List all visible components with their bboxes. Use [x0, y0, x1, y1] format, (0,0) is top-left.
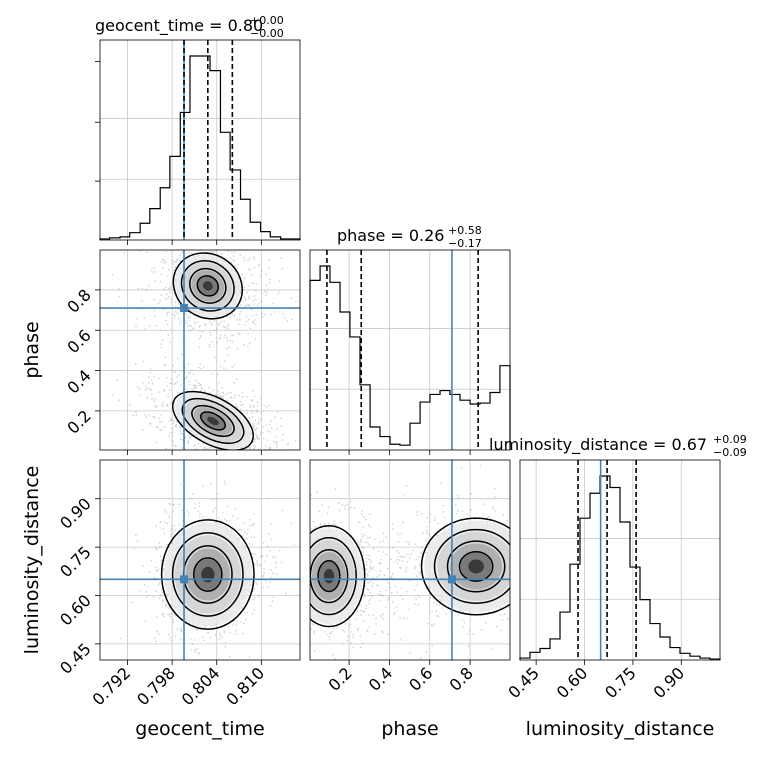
phase-vs-geocent-lower-density [172, 390, 255, 450]
ylabel-phase: phase [21, 321, 43, 378]
distance-vs-geocent-contour-1 [171, 532, 244, 617]
distance-vs-phase-left-contour-3 [317, 560, 341, 593]
distance-vs-phase-left-level-4 [323, 568, 335, 584]
distance-vs-phase-right-contour-3 [458, 550, 494, 582]
phase-vs-geocent-upper-contour-0 [172, 252, 243, 320]
hist-luminosity-distance-xtick-label-3: 0.90 [649, 663, 688, 702]
distance-vs-phase-xtick-label-0: 0.2 [325, 663, 356, 694]
panel-distance-vs-phase: 0.2 0.4 0.6 0.8 [309, 459, 511, 695]
distance-vs-geocent-xtick-label-3: 0.810 [222, 663, 268, 709]
phase-vs-geocent-truth [100, 250, 300, 450]
distance-vs-geocent-level-4 [201, 566, 215, 583]
phase-vs-geocent-upper-level-4 [202, 281, 213, 291]
distance-vs-geocent-truth [100, 460, 300, 660]
phase-vs-geocent-frame [99, 249, 301, 451]
distance-vs-geocent-contour-0 [160, 519, 255, 630]
xlabel-phase: phase [381, 718, 438, 740]
title-geocent-time-main: geocent_time = 0.80 [95, 16, 263, 36]
hist-phase-frame [309, 249, 511, 451]
distance-vs-geocent-ytick-label-2: 0.75 [56, 542, 95, 581]
panel-hist-luminosity-distance: 0.45 0.60 0.75 0.90 [504, 459, 721, 702]
phase-vs-geocent-ytick-label-2: 0.6 [63, 326, 94, 357]
distance-vs-phase-xtick-label-3: 0.8 [445, 663, 476, 694]
phase-vs-geocent-ytick-label-0: 0.2 [63, 406, 94, 437]
title-luminosity-distance-main: luminosity_distance = 0.67 [489, 435, 707, 455]
distance-vs-phase-right-contour-2 [446, 540, 506, 593]
distance-vs-geocent-ytick-label-1: 0.60 [56, 591, 95, 630]
distance-vs-phase-xtick-label-2: 0.6 [405, 663, 436, 694]
xlabel-geocent-time: geocent_time [135, 718, 264, 740]
ylabel-luminosity-distance: luminosity_distance [21, 466, 43, 655]
distance-vs-geocent-frame [99, 459, 301, 661]
panel-hist-phase [309, 249, 511, 455]
distance-vs-geocent-xtick-label-1: 0.798 [133, 663, 179, 709]
xlabel-luminosity-distance: luminosity_distance [526, 718, 715, 740]
distance-vs-geocent-truth-marker [180, 575, 189, 584]
distance-vs-geocent-samples [119, 480, 296, 658]
distance-vs-phase-right-contour-1 [433, 528, 510, 604]
phase-vs-geocent-ytick-label-1: 0.4 [63, 366, 94, 397]
distance-vs-geocent-density [160, 519, 255, 630]
phase-vs-geocent-lower-contour-0 [172, 390, 255, 450]
title-phase: phase = 0.26 +0.58 −0.17 [337, 224, 482, 250]
title-geocent-time-sup: +0.00 [250, 14, 284, 27]
distance-vs-phase-left-contour-0 [310, 524, 366, 628]
phase-vs-geocent-truth-marker [180, 304, 189, 313]
phase-vs-geocent-ytick-label-3: 0.8 [63, 285, 94, 316]
distance-vs-geocent-xtick-label-2: 0.804 [178, 663, 224, 709]
distance-vs-geocent-ytick-label-0: 0.45 [56, 639, 95, 678]
distance-vs-geocent-contour-3 [192, 557, 223, 592]
phase-vs-geocent-upper-density [172, 252, 243, 320]
hist-geocent-time-frame [99, 39, 301, 241]
distance-vs-geocent-points [119, 480, 296, 658]
distance-vs-phase-truth [310, 460, 510, 660]
phase-vs-geocent-lower-contour-3 [199, 411, 227, 431]
hist-phase-step [309, 265, 511, 450]
title-luminosity-distance-sub: −0.09 [713, 446, 747, 459]
title-phase-main: phase = 0.26 [337, 226, 444, 245]
phase-vs-geocent-upper-contour-1 [180, 260, 235, 312]
distance-vs-phase-right-contour-0 [420, 517, 510, 616]
hist-luminosity-distance-xtick-label-1: 0.60 [553, 663, 592, 702]
distance-vs-phase-right-density [420, 517, 510, 616]
hist-luminosity-distance-xtick-label-2: 0.75 [601, 663, 640, 702]
phase-vs-geocent-lower-level-4 [207, 416, 219, 426]
title-luminosity-distance: luminosity_distance = 0.67 +0.09 −0.09 [489, 433, 747, 459]
phase-vs-geocent-upper-contour-3 [196, 275, 220, 297]
title-geocent-time-sub: −0.00 [250, 27, 284, 40]
hist-luminosity-distance-step [519, 475, 721, 660]
distance-vs-geocent-xtick-label-0: 0.792 [89, 663, 135, 709]
title-geocent-time: geocent_time = 0.80 +0.00 −0.00 [95, 14, 284, 40]
distance-vs-phase-frame [309, 459, 511, 661]
distance-vs-phase-truth-marker [447, 575, 456, 584]
distance-vs-phase-xtick-label-1: 0.4 [365, 663, 396, 694]
distance-vs-phase-right-level-4 [468, 559, 484, 574]
panel-hist-geocent-time [95, 39, 301, 245]
distance-vs-geocent-ytick-label-3: 0.90 [56, 494, 95, 533]
hist-luminosity-distance-frame [519, 459, 721, 661]
hist-geocent-time-step [99, 55, 301, 240]
title-phase-sub: −0.17 [448, 237, 482, 250]
distance-vs-phase-left-density [310, 524, 366, 628]
phase-vs-geocent-lower-contour-2 [191, 404, 235, 438]
distance-vs-phase-left-contour-1 [310, 536, 357, 616]
title-luminosity-distance-sup: +0.09 [713, 433, 747, 446]
phase-vs-geocent-upper-contour-2 [189, 267, 227, 304]
hist-luminosity-distance-xtick-label-0: 0.45 [504, 663, 543, 702]
title-phase-sup: +0.58 [448, 224, 482, 237]
